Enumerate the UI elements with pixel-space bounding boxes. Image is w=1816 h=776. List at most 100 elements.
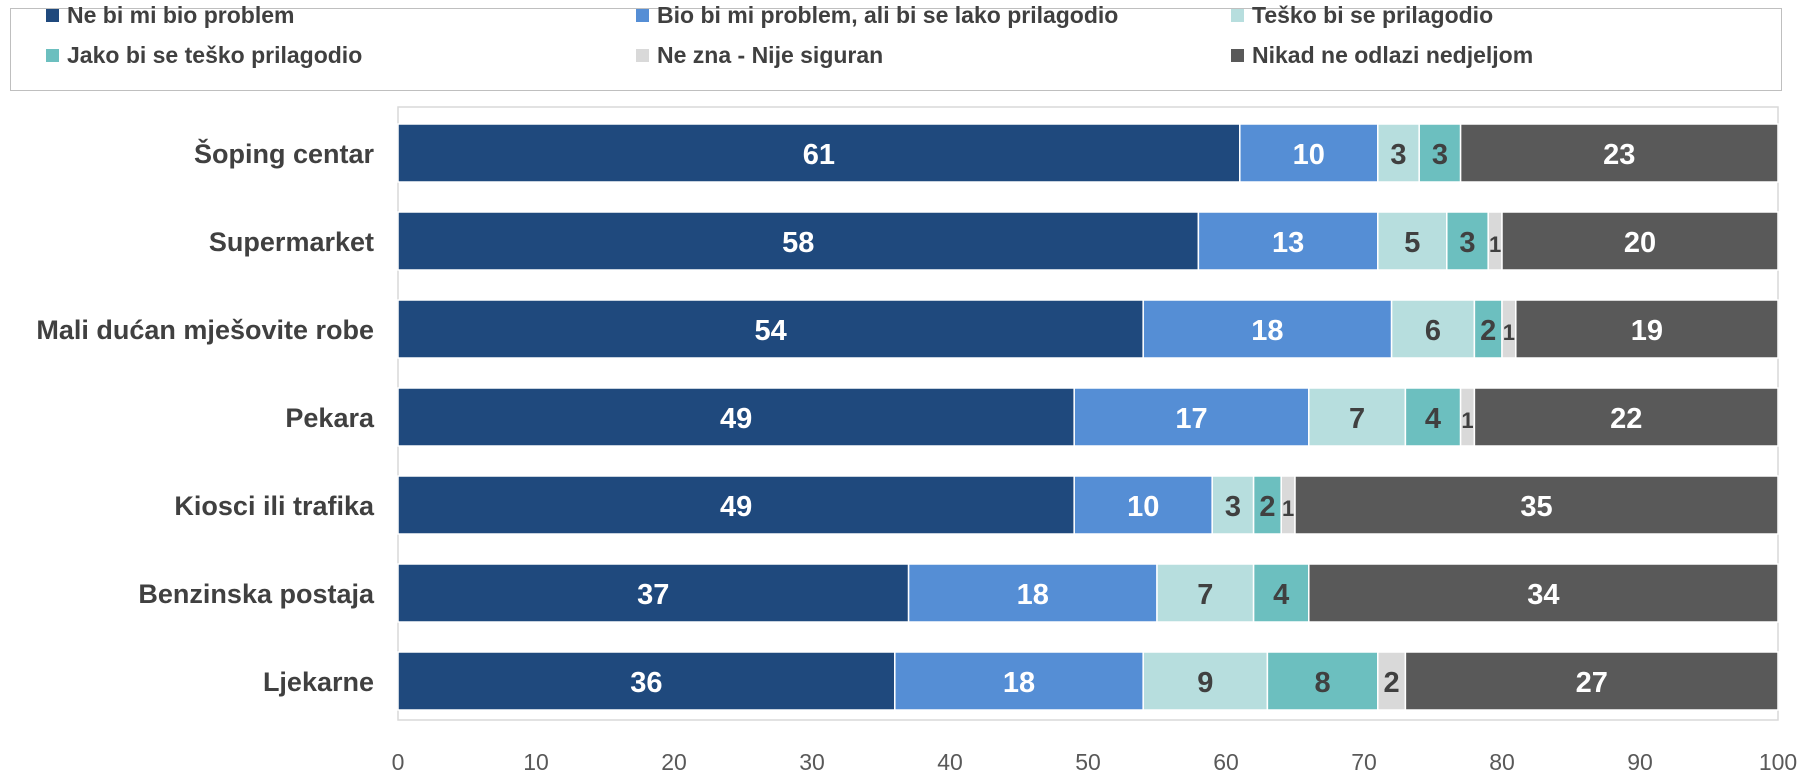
category-label: Supermarket	[209, 227, 374, 257]
bar-segment	[1308, 387, 1407, 447]
data-label: 18	[1251, 315, 1283, 347]
legend-label: Ne zna - Nije siguran	[657, 41, 884, 68]
x-tick-label: 30	[799, 749, 825, 775]
legend-label: Bio bi mi problem, ali bi se lako prilag…	[657, 1, 1119, 28]
data-label: 54	[754, 315, 786, 347]
data-label: 3	[1390, 139, 1406, 171]
data-label: 18	[1017, 579, 1049, 611]
bar-segment	[1515, 299, 1779, 359]
data-label: 10	[1127, 491, 1159, 523]
bar-segment	[1266, 651, 1379, 711]
x-tick-label: 50	[1075, 749, 1101, 775]
bar-segment	[1197, 211, 1379, 271]
data-label: 27	[1576, 667, 1608, 699]
data-label: 3	[1225, 491, 1241, 523]
data-label: 8	[1315, 667, 1331, 699]
data-label: 7	[1349, 403, 1365, 435]
legend-label: Nikad ne odlazi nedjeljom	[1252, 41, 1534, 68]
data-label: 1	[1489, 232, 1501, 257]
bar-segment	[1390, 299, 1476, 359]
legend-swatch	[1231, 8, 1244, 22]
data-label: 7	[1197, 579, 1213, 611]
legend-swatch	[636, 48, 649, 62]
data-label: 1	[1282, 496, 1294, 521]
data-label: 22	[1610, 403, 1642, 435]
data-label: 18	[1003, 667, 1035, 699]
bar-segment	[1377, 211, 1448, 271]
bar-segment	[1142, 651, 1269, 711]
data-label: 23	[1603, 139, 1635, 171]
bar-segment	[1473, 299, 1503, 359]
category-label: Benzinska postaja	[138, 579, 375, 609]
bar-segment	[1501, 211, 1779, 271]
legend-item: Teško bi se prilagodio	[1231, 0, 1493, 30]
legend-label: Teško bi se prilagodio	[1252, 1, 1494, 28]
data-label: 9	[1197, 667, 1213, 699]
data-label: 4	[1425, 403, 1441, 435]
bar-segment	[1418, 123, 1462, 183]
x-tick-label: 40	[937, 749, 963, 775]
data-label: 49	[720, 403, 752, 435]
chart-legend: Ne bi mi bio problem Bio bi mi problem, a…	[10, 2, 1782, 91]
bar-segment	[1156, 563, 1255, 623]
data-label: 2	[1259, 491, 1275, 523]
legend-swatch	[1231, 48, 1244, 62]
legend-item: Ne bi mi bio problem	[46, 0, 294, 30]
legend-item: Ne zna - Nije siguran	[636, 40, 883, 70]
category-label: Ljekarne	[263, 667, 374, 697]
data-label: 4	[1273, 579, 1289, 611]
x-tick-label: 60	[1213, 749, 1239, 775]
legend-item: Nikad ne odlazi nedjeljom	[1231, 40, 1533, 70]
bar-segment	[397, 475, 1075, 535]
data-label: 13	[1272, 227, 1304, 259]
bar-segment	[907, 563, 1158, 623]
data-label: 1	[1461, 408, 1473, 433]
data-label: 58	[782, 227, 814, 259]
data-label: 3	[1459, 227, 1475, 259]
data-label: 49	[720, 491, 752, 523]
x-tick-label: 70	[1351, 749, 1377, 775]
data-label: 5	[1404, 227, 1420, 259]
legend-item: Jako bi se teško prilagodio	[46, 40, 362, 70]
data-label: 3	[1432, 139, 1448, 171]
data-label: 20	[1624, 227, 1656, 259]
data-label: 61	[803, 139, 835, 171]
x-tick-label: 0	[392, 749, 405, 775]
bar-segment	[1211, 475, 1255, 535]
data-label: 19	[1631, 315, 1663, 347]
category-label: Pekara	[285, 403, 375, 433]
legend-label: Ne bi mi bio problem	[67, 1, 295, 28]
bar-segment	[397, 123, 1241, 183]
bar-segment	[1239, 123, 1379, 183]
x-tick-label: 10	[523, 749, 549, 775]
bar-segment	[1142, 299, 1393, 359]
bar-segment	[1459, 123, 1779, 183]
legend-swatch	[46, 8, 59, 22]
bar-segment	[1377, 651, 1407, 711]
bar-segment	[894, 651, 1144, 711]
bar-segment	[397, 651, 896, 711]
x-tick-label: 20	[661, 749, 687, 775]
bar-segment	[397, 387, 1075, 447]
data-label: 34	[1527, 579, 1559, 611]
bar-segment	[1473, 387, 1779, 447]
data-label: 1	[1503, 320, 1515, 345]
category-label: Kiosci ili trafika	[174, 491, 375, 521]
bar-segment	[1252, 475, 1282, 535]
category-label: Šoping centar	[194, 138, 375, 169]
bar-segment	[1308, 563, 1779, 623]
x-tick-label: 80	[1489, 749, 1515, 775]
bar-segment	[1073, 387, 1310, 447]
data-label: 35	[1520, 491, 1552, 523]
data-label: 10	[1293, 139, 1325, 171]
data-label: 37	[637, 579, 669, 611]
legend-swatch	[46, 48, 59, 62]
category-label: Mali dućan mješovite robe	[36, 315, 374, 345]
legend-item: Bio bi mi problem, ali bi se lako prilag…	[636, 0, 1118, 30]
legend-label: Jako bi se teško prilagodio	[67, 41, 363, 68]
x-tick-label: 100	[1759, 749, 1797, 775]
x-tick-label: 90	[1627, 749, 1653, 775]
bar-segment	[1404, 651, 1779, 711]
bar-segment	[1294, 475, 1779, 535]
